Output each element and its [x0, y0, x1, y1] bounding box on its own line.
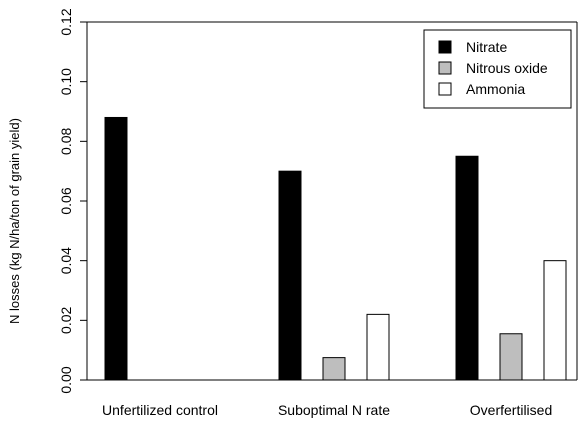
x-tick-label: Suboptimal N rate: [278, 402, 390, 418]
y-tick-label: 0.08: [58, 127, 74, 154]
bars: [104, 116, 567, 381]
legend-label: Ammonia: [466, 81, 525, 97]
bar-nitrate: [278, 170, 302, 381]
legend-swatch: [438, 82, 452, 96]
x-axis-labels: Unfertilized control Suboptimal N rate Ove…: [102, 402, 552, 418]
y-tick-label: 0.12: [58, 8, 74, 35]
legend-label: Nitrous oxide: [466, 60, 548, 76]
legend-swatch: [438, 61, 452, 75]
bar-ammonia: [543, 260, 567, 381]
legend-swatch: [438, 40, 452, 54]
x-tick-label: Unfertilized control: [102, 402, 218, 418]
bar-nitrate: [455, 155, 479, 381]
x-tick-label: Overfertilised: [470, 402, 552, 418]
y-tick-label: 0.10: [58, 68, 74, 95]
y-tick-label: 0.06: [58, 187, 74, 214]
legend-label: Nitrate: [466, 39, 507, 55]
bar-nitrate: [104, 116, 128, 381]
bar-nitrous-oxide: [322, 357, 346, 381]
bar-nitrous-oxide: [499, 333, 523, 381]
y-axis: 0.00 0.02 0.04 0.06 0.08 0.10 0.12: [58, 8, 88, 394]
bar-ammonia: [366, 313, 390, 381]
y-tick-label: 0.00: [58, 366, 74, 393]
y-tick-label: 0.04: [58, 247, 74, 274]
y-tick-label: 0.02: [58, 306, 74, 333]
legend: Nitrate Nitrous oxide Ammonia: [423, 29, 572, 109]
y-axis-title: N losses (kg N/ha/ton of grain yield): [7, 118, 22, 324]
